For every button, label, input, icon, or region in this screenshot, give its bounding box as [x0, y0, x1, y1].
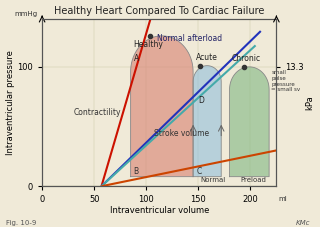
- Title: Healthy Heart Compared To Cardiac Failure: Healthy Heart Compared To Cardiac Failur…: [54, 5, 264, 16]
- Text: B: B: [134, 167, 139, 176]
- Text: Stroke volume: Stroke volume: [154, 129, 209, 138]
- Text: Acute: Acute: [196, 53, 218, 62]
- Text: Normal afterload: Normal afterload: [157, 34, 222, 43]
- Text: ml: ml: [279, 196, 287, 202]
- Text: Normal: Normal: [200, 177, 226, 183]
- Text: Contractility: Contractility: [73, 108, 121, 117]
- Text: small
pulse
pressure
= small sv: small pulse pressure = small sv: [271, 70, 300, 92]
- X-axis label: Intraventricular volume: Intraventricular volume: [109, 206, 209, 215]
- Text: C: C: [196, 167, 202, 176]
- Y-axis label: kPa: kPa: [306, 95, 315, 110]
- Text: mmHg: mmHg: [14, 11, 37, 17]
- Text: D: D: [198, 96, 204, 105]
- Text: Healthy: Healthy: [134, 40, 164, 49]
- Polygon shape: [229, 67, 269, 177]
- Text: KMc: KMc: [296, 220, 310, 226]
- Text: Chronic: Chronic: [232, 54, 261, 63]
- Text: Preload: Preload: [240, 177, 266, 183]
- Polygon shape: [193, 66, 221, 177]
- Y-axis label: Intraventricular pressure: Intraventricular pressure: [5, 50, 14, 155]
- Text: Fig. 10-9: Fig. 10-9: [6, 220, 37, 226]
- Text: A: A: [134, 54, 139, 63]
- Polygon shape: [131, 36, 193, 177]
